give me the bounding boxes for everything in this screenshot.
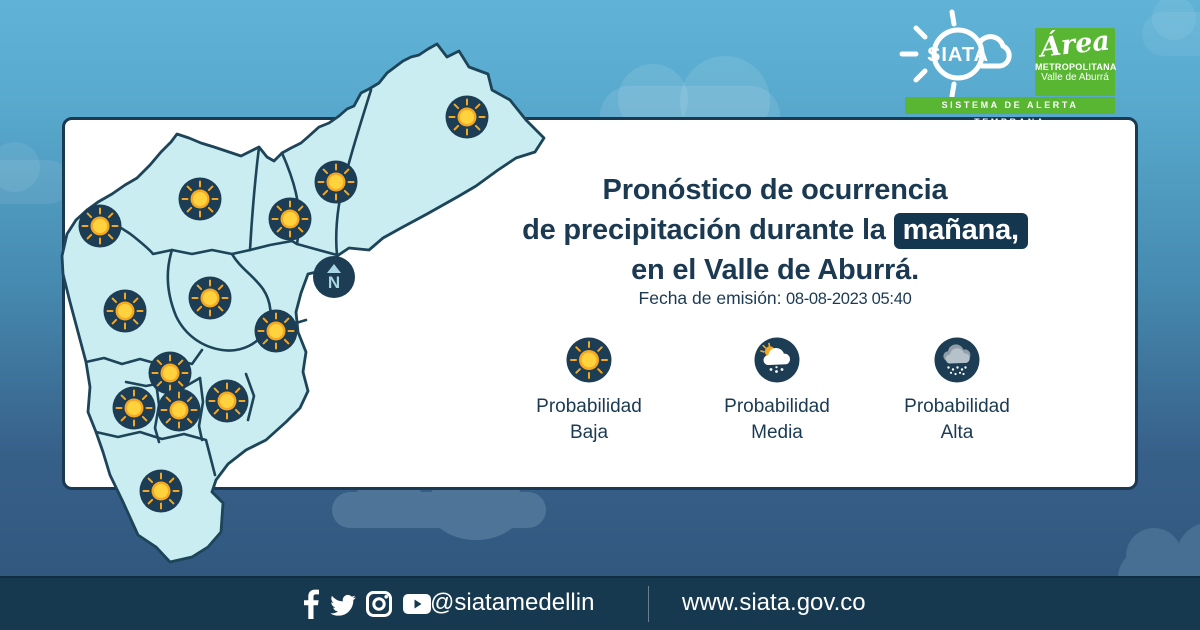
instagram-icon[interactable]	[365, 590, 393, 618]
compass-n-label: N	[327, 272, 341, 292]
title-line1: Pronóstico de ocurrencia	[602, 174, 948, 206]
legend-label-line1: Probabilidad	[536, 396, 642, 417]
siata-logo: SIATA	[899, 9, 1012, 99]
website-url[interactable]: www.siata.gov.co	[682, 589, 866, 616]
sun-icon	[566, 337, 612, 383]
emission-date: Fecha de emisión: 08-08-2023 05:40	[470, 288, 1080, 309]
title-line3: en el Valle de Aburrá.	[631, 254, 919, 286]
title-line2: de precipitación durante la	[522, 214, 886, 246]
legend-item-baja: Probabilidad Baja	[494, 337, 684, 446]
area-logo-line2: Valle de Aburrá	[1041, 72, 1109, 83]
legend-label-line2: Baja	[569, 422, 609, 443]
legend-label-line2: Media	[751, 422, 803, 443]
background-cloud	[0, 142, 70, 204]
siata-logo-text: SIATA	[927, 44, 989, 66]
youtube-icon[interactable]	[402, 592, 432, 616]
rain-cloud-icon	[934, 337, 980, 383]
area-metropolitana-logo: Área METROPOLITANA Valle de Aburrá	[1035, 25, 1117, 96]
twitter-icon[interactable]	[328, 590, 356, 618]
area-logo-line1: METROPOLITANA	[1035, 62, 1117, 72]
emission-label: Fecha de emisión:	[638, 288, 782, 308]
facebook-icon[interactable]	[303, 589, 319, 619]
legend-item-alta: Probabilidad Alta	[862, 337, 1052, 446]
area-logo-script: Área	[1038, 25, 1112, 64]
footer-divider	[648, 586, 649, 622]
sun-rays-icon	[899, 9, 957, 99]
footer-bar: @siatamedellin www.siata.gov.co	[0, 576, 1200, 630]
legend-label-line1: Probabilidad	[904, 396, 1010, 417]
social-handle[interactable]: @siatamedellin	[430, 589, 595, 616]
alert-system-strip: SISTEMA DE ALERTA TEMPRANA	[905, 97, 1115, 127]
sun-behind-rain-cloud-icon	[754, 337, 800, 383]
background-cloud	[1142, 0, 1200, 56]
north-compass-icon: N	[313, 256, 355, 298]
legend-item-media: Probabilidad Media	[682, 337, 872, 446]
cloud-outline-icon	[977, 34, 1012, 69]
page-title: Pronóstico de ocurrencia de precipitació…	[470, 170, 1080, 290]
title-highlight-badge: mañana,	[893, 213, 1028, 249]
social-icons	[303, 586, 432, 622]
legend-label-line2: Alta	[940, 422, 974, 443]
emission-value: 08-08-2023 05:40	[785, 290, 912, 308]
legend-label-line1: Probabilidad	[724, 396, 830, 417]
